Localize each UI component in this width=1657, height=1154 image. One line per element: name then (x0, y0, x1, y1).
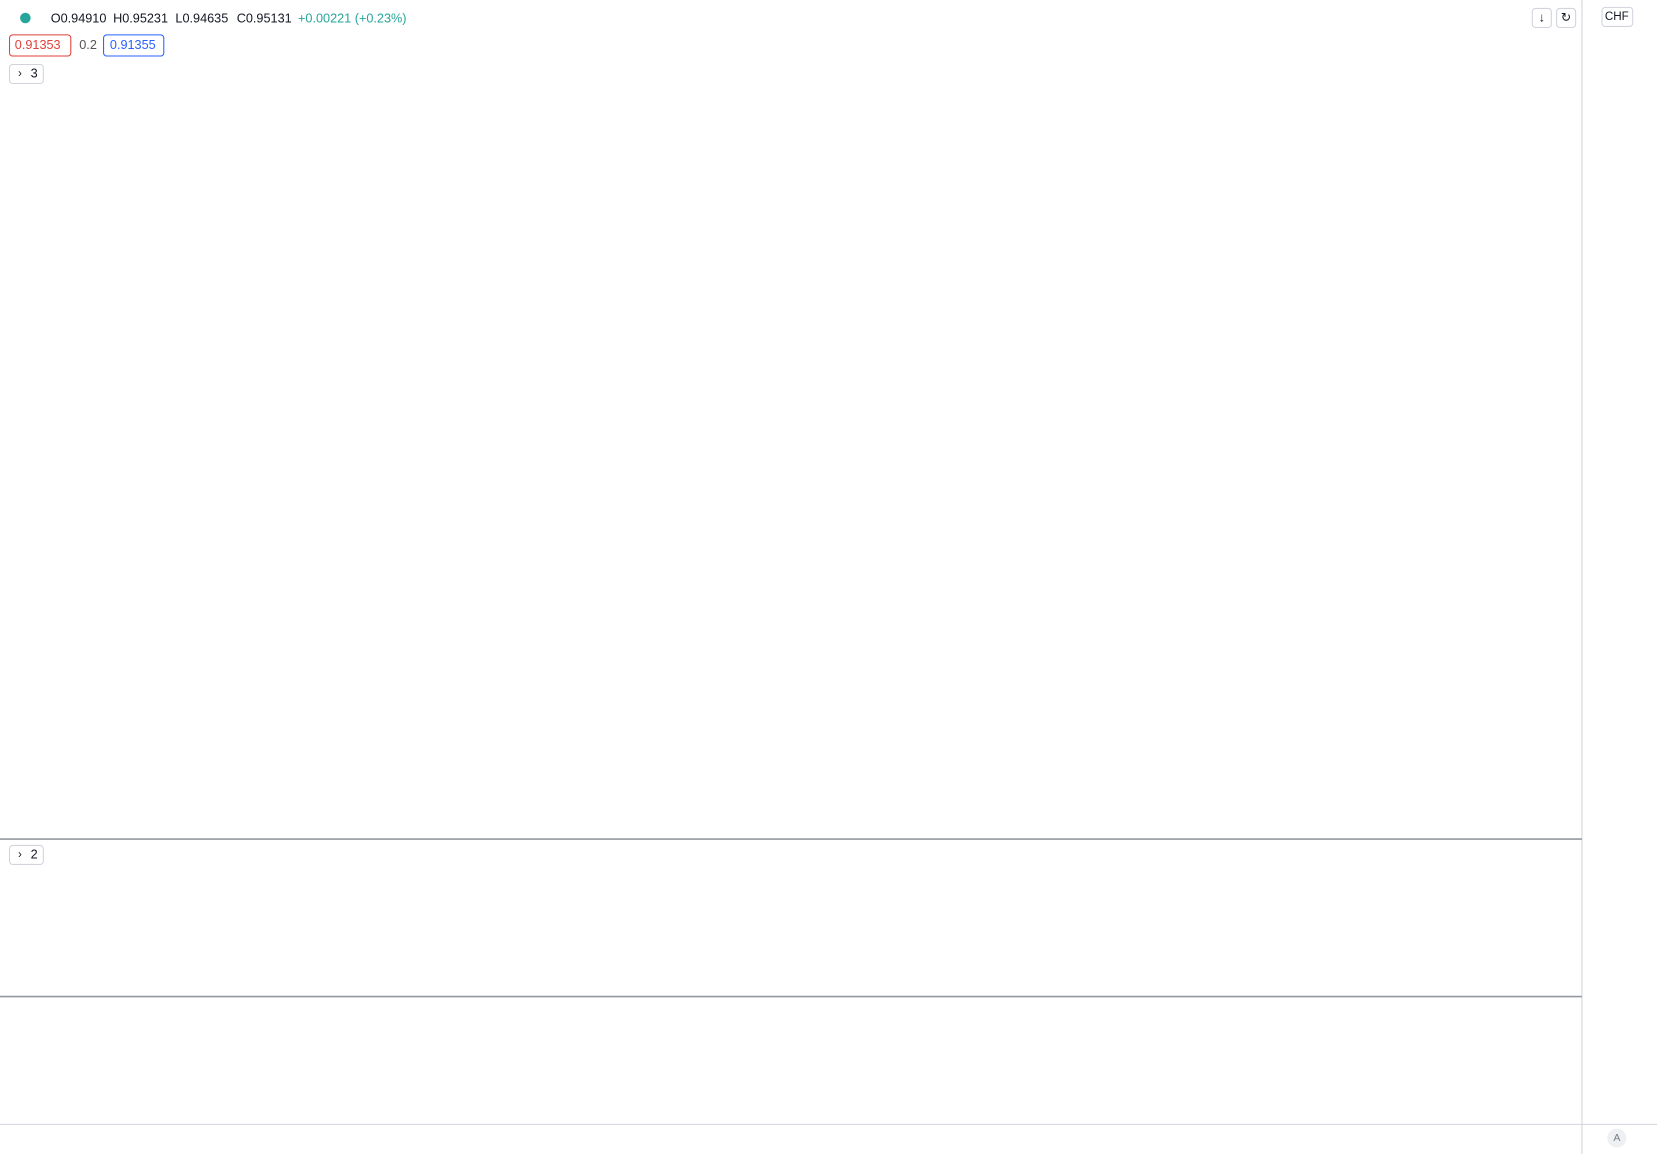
pane-toggle[interactable] (8, 63, 44, 85)
indicator-box[interactable] (103, 34, 165, 57)
button[interactable] (1531, 7, 1552, 29)
button-icon: ↓ (1539, 10, 1545, 24)
ohlc-open: O0.94910 (51, 11, 107, 25)
indicator-box[interactable] (8, 34, 72, 57)
ohlc-close: C0.95131 (237, 11, 292, 25)
auto-scale-button[interactable] (1607, 1128, 1627, 1148)
button[interactable] (1556, 7, 1577, 29)
ohlc-high: H0.95231 (113, 11, 168, 25)
pane-label: › (18, 67, 22, 80)
currency: CHF (1605, 10, 1629, 23)
pane-toggle[interactable] (8, 844, 44, 865)
auto-scale-label: A (1613, 1132, 1621, 1144)
indicator-value: 0.91355 (110, 38, 156, 52)
button-icon: ↻ (1561, 10, 1572, 24)
status-dot (20, 12, 31, 24)
ohlc-low: L0.94635 (175, 11, 228, 25)
currency-button[interactable] (1601, 6, 1634, 27)
pane-label: › (18, 848, 22, 861)
indicator-value: 0.91353 (15, 38, 61, 52)
indicator-value: 0.2 (79, 38, 97, 52)
ohlc-change: +0.00221 (+0.23%) (298, 11, 407, 25)
pane-label: 2 (31, 847, 38, 861)
pane-label: 3 (31, 66, 38, 80)
